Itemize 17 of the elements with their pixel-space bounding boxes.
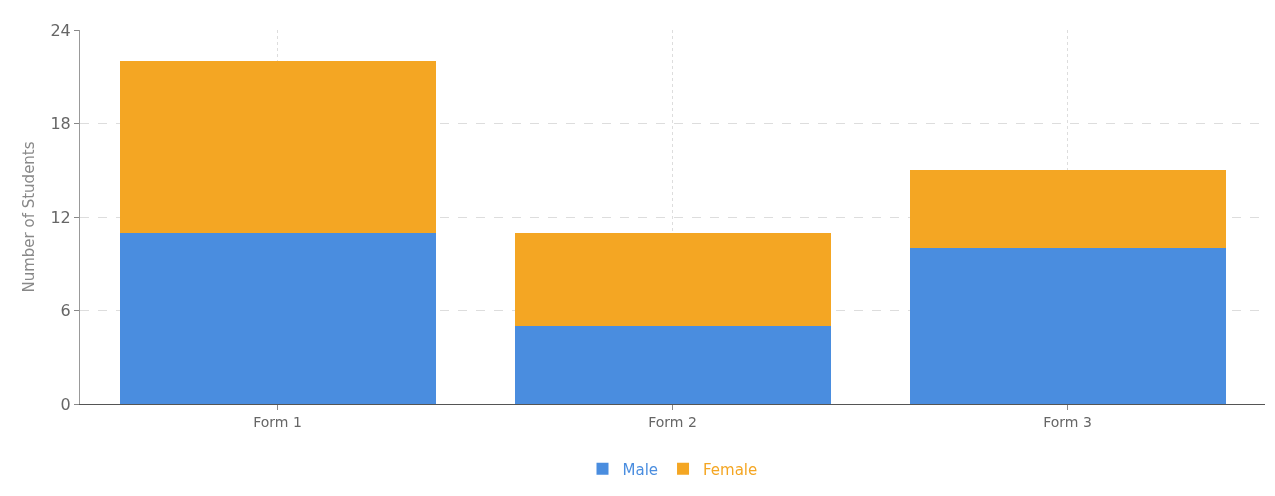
y-tick-label: 24 (50, 20, 71, 40)
legend-label: Male (622, 460, 659, 479)
y-tick-label: 12 (50, 207, 71, 227)
y-tick-label: 18 (50, 114, 71, 134)
x-tick-label: Form 1 (253, 413, 302, 430)
bar (514, 326, 831, 404)
bar (909, 170, 1226, 249)
legend-label: Female (703, 460, 758, 479)
bar (909, 248, 1226, 404)
y-tick-label: 0 (60, 394, 71, 414)
bar (119, 232, 436, 404)
y-tick-label: 6 (60, 301, 71, 321)
y-axis-title: Number of Students (19, 141, 38, 293)
bar (514, 232, 831, 327)
x-tick-label: Form 2 (648, 413, 697, 430)
bar (119, 61, 436, 233)
x-tick-label: Form 3 (1043, 413, 1092, 430)
